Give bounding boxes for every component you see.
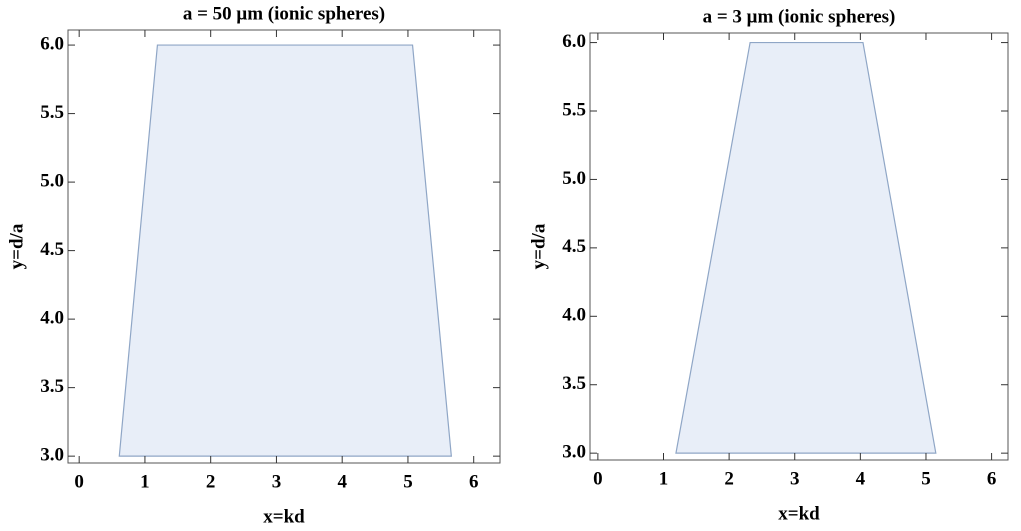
y-tick-label: 3.5 xyxy=(40,376,64,397)
y-tick-label: 3.0 xyxy=(40,445,64,466)
x-tick-label: 5 xyxy=(403,471,413,492)
x-tick-label: 4 xyxy=(856,468,866,489)
x-tick-label: 5 xyxy=(921,468,931,489)
y-tick-label: 4.0 xyxy=(40,307,64,328)
x-tick-label: 1 xyxy=(140,471,150,492)
plot-frame xyxy=(589,32,1009,461)
y-tick-label: 4.5 xyxy=(562,236,586,257)
chart-title: a = 50 μm (ionic spheres) xyxy=(183,3,385,24)
y-tick-label: 6.0 xyxy=(562,31,586,52)
y-tick-label: 5.5 xyxy=(40,102,64,123)
region xyxy=(675,41,937,454)
x-axis-label: x=kd xyxy=(778,503,820,524)
y-axis-label: y=d/a xyxy=(528,223,549,269)
x-tick-label: 6 xyxy=(469,471,479,492)
x-tick-label: 3 xyxy=(272,471,282,492)
plot-frame xyxy=(67,29,501,464)
x-tick-label: 2 xyxy=(724,468,734,489)
region xyxy=(118,44,453,457)
x-tick-label: 1 xyxy=(659,468,669,489)
y-tick-label: 5.0 xyxy=(562,168,586,189)
y-tick-label: 5.0 xyxy=(40,170,64,191)
x-tick-label: 2 xyxy=(206,471,216,492)
y-axis-label: y=d/a xyxy=(6,223,27,269)
x-axis-label: x=kd xyxy=(263,506,305,527)
x-tick-label: 3 xyxy=(790,468,800,489)
x-tick-label: 0 xyxy=(74,471,84,492)
y-tick-label: 6.0 xyxy=(40,33,64,54)
x-tick-label: 4 xyxy=(337,471,347,492)
y-tick-label: 4.0 xyxy=(562,305,586,326)
chart-title: a = 3 μm (ionic spheres) xyxy=(703,6,896,27)
y-tick-label: 3.5 xyxy=(562,373,586,394)
y-tick-label: 3.0 xyxy=(562,442,586,463)
x-tick-label: 6 xyxy=(987,468,997,489)
y-tick-label: 4.5 xyxy=(40,239,64,260)
y-tick-label: 5.5 xyxy=(562,99,586,120)
x-tick-label: 0 xyxy=(593,468,603,489)
